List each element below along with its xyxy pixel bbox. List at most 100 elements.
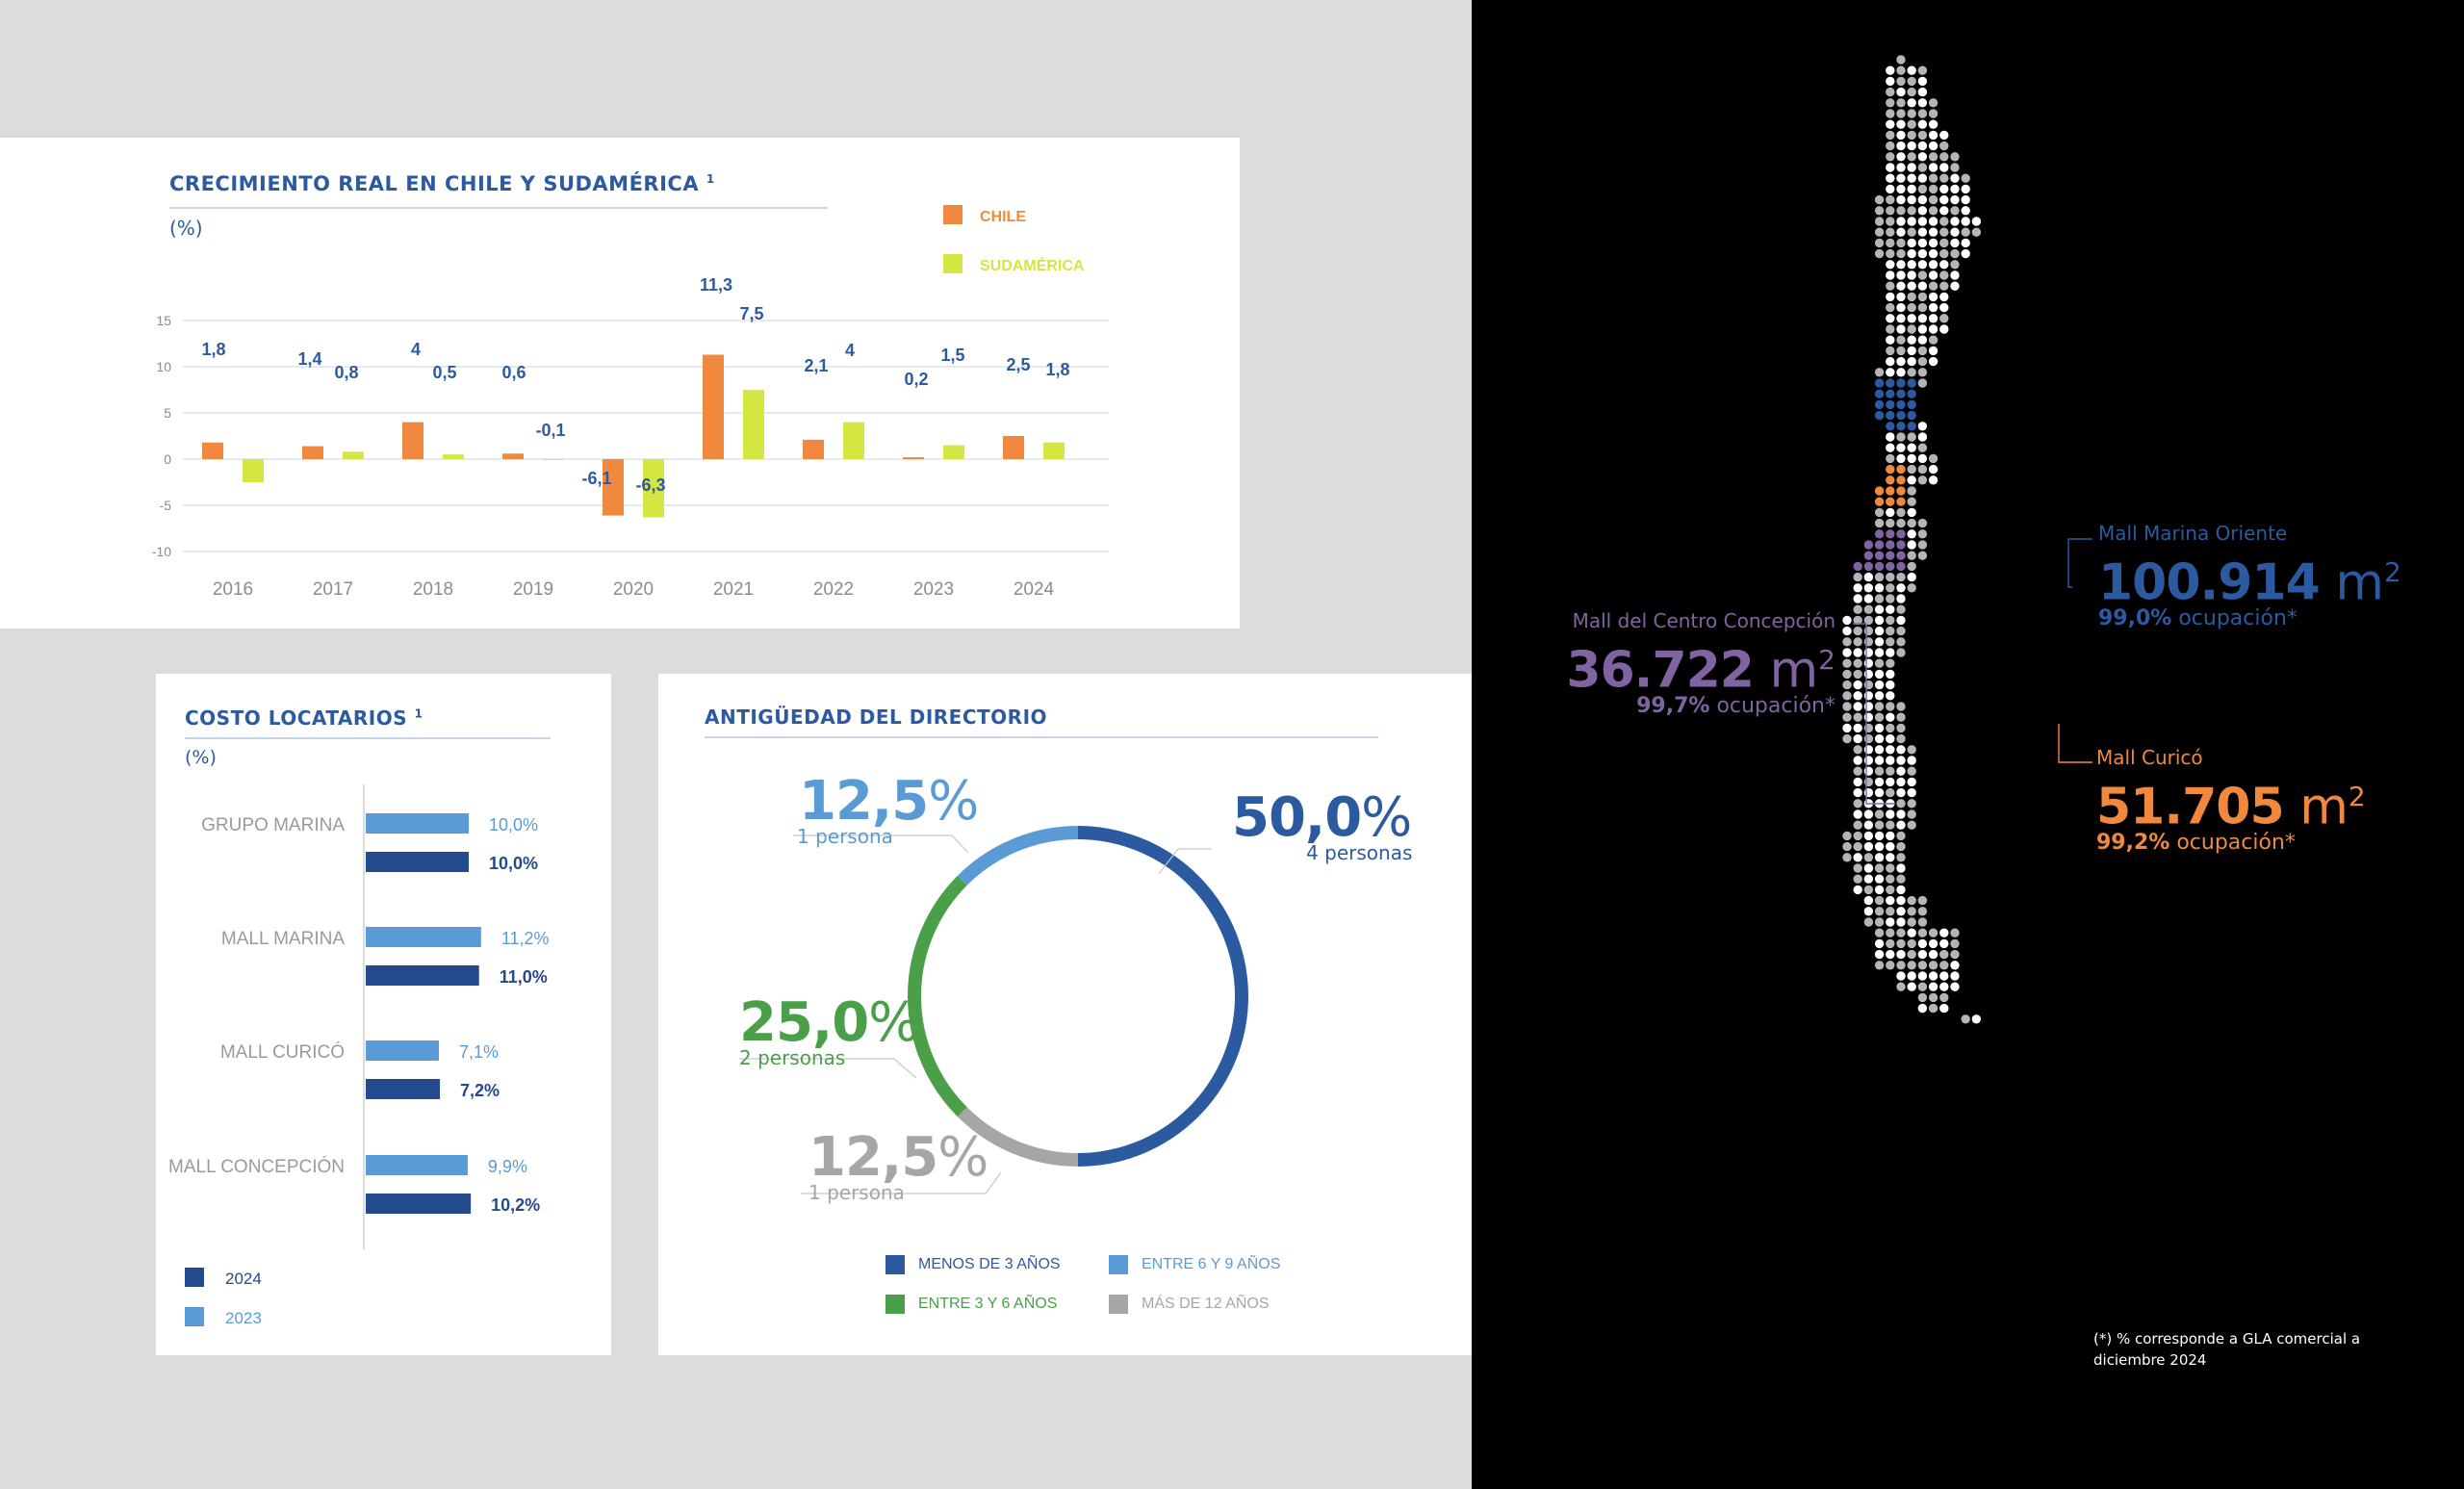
map-dot [1853, 874, 1862, 884]
map-dot [1917, 109, 1928, 118]
map-dot [1907, 184, 1916, 194]
map-dot [1886, 594, 1895, 603]
map-dot [1907, 194, 1916, 205]
map-dot [1939, 992, 1949, 1003]
growth-unit: (%) [169, 217, 203, 240]
map-dot [1886, 787, 1895, 798]
growth-title-text: CRECIMIENTO REAL EN CHILE Y SUDAMÉRICA [169, 172, 700, 195]
map-dot [1971, 227, 1982, 237]
map-dot [1896, 615, 1906, 626]
map-dot [1886, 206, 1895, 216]
map-dot [1907, 217, 1916, 226]
map-dot [1886, 281, 1895, 291]
map-dot [1886, 130, 1895, 141]
map-dot [1842, 712, 1852, 722]
map-dot-concepcion [1886, 551, 1895, 560]
legend-mas-12-swatch [1109, 1295, 1128, 1314]
map-dot [1939, 152, 1949, 162]
map-dot [1896, 626, 1906, 636]
map-dot [1896, 787, 1906, 798]
map-dot [1907, 949, 1916, 960]
map-dot [1896, 194, 1906, 205]
map-dot [1896, 87, 1906, 97]
map-dot-concepcion [1886, 561, 1895, 572]
map-dot-marina-oriente [1874, 378, 1885, 388]
map-dot [1863, 583, 1874, 593]
leader-concepcion [1853, 623, 1895, 805]
map-dot [1874, 820, 1885, 830]
map-dot [1939, 184, 1949, 194]
map-dot [1842, 691, 1852, 701]
map-dot-curico [1886, 464, 1895, 475]
map-dot [1886, 507, 1895, 518]
growth-chart-title: CRECIMIENTO REAL EN CHILE Y SUDAMÉRICA 1 [169, 172, 715, 195]
map-dot [1886, 777, 1895, 787]
map-dot [1896, 324, 1906, 334]
costo-unit: (%) [185, 747, 217, 768]
costo-title-sup: 1 [414, 706, 424, 721]
label-2023: 11,2% [501, 929, 550, 948]
callout-12-5-bottom-symbol: % [937, 1126, 989, 1189]
bar-2023 [366, 813, 469, 834]
map-dot-marina-oriente [1896, 422, 1906, 431]
map-dot [1896, 895, 1906, 906]
map-dot [1863, 702, 1874, 711]
map-dot [1853, 626, 1862, 636]
legend-2023-swatch [185, 1307, 204, 1326]
map-dot-marina-oriente [1907, 389, 1916, 398]
map-dot [1886, 443, 1895, 452]
map-dot [1928, 928, 1938, 937]
map-dot [1917, 432, 1928, 442]
map-dot [1853, 680, 1862, 690]
mall-curico-area: 51.705 [2096, 778, 2285, 836]
map-dot [1950, 194, 1960, 205]
map-dot-marina-oriente [1907, 422, 1916, 431]
map-dot [1917, 961, 1928, 970]
map-dot-concepcion [1886, 540, 1895, 550]
map-dot [1961, 217, 1970, 226]
map-dot [1939, 928, 1949, 937]
map-dot-concepcion [1863, 561, 1874, 572]
map-dot [1939, 1003, 1949, 1014]
map-dot [1863, 756, 1874, 765]
map-dot [1886, 756, 1895, 765]
map-dot [1928, 270, 1938, 280]
map-dot-curico [1886, 475, 1895, 485]
map-dot [1874, 658, 1885, 668]
growth-xtick-label: 2019 [513, 579, 553, 600]
map-dot [1886, 949, 1895, 960]
map-dot [1907, 561, 1916, 572]
map-dot-concepcion [1863, 540, 1874, 550]
map-dot [1907, 173, 1916, 183]
map-dot [1896, 227, 1906, 237]
map-dot [1863, 604, 1874, 614]
map-dot [1928, 163, 1938, 172]
mall-concepcion-exp: 2 [1818, 644, 1835, 676]
mall-concepcion-name: Mall del Centro Concepción [1572, 609, 1835, 632]
map-dot [1853, 723, 1862, 733]
map-dot [1917, 152, 1928, 162]
map-dot [1907, 453, 1916, 464]
map-dot [1907, 971, 1916, 981]
mall-curico-occ-label: ocupación* [2176, 831, 2296, 856]
legend-chile-label: CHILE [980, 209, 1026, 225]
map-dot [1853, 658, 1862, 668]
map-dot-curico [1896, 475, 1906, 485]
map-dot [1853, 648, 1862, 657]
antiguedad-title-rule [705, 736, 1378, 738]
growth-xtick-label: 2023 [913, 579, 954, 600]
map-dot [1928, 982, 1938, 991]
map-dot [1917, 119, 1928, 129]
legend-entre-6-9-swatch [1109, 1255, 1128, 1274]
map-dot [1863, 853, 1874, 862]
map-dot [1886, 723, 1895, 733]
map-dot [1896, 453, 1906, 464]
mall-concepcion-unit: m [1769, 641, 1819, 700]
map-dot [1939, 281, 1949, 291]
legend-entre-3-6-swatch [886, 1295, 905, 1314]
map-dot [1896, 281, 1906, 291]
map-dot [1939, 961, 1949, 970]
growth-xtick-label: 2021 [713, 579, 754, 600]
map-dot [1886, 583, 1895, 593]
map-dot [1874, 217, 1885, 226]
